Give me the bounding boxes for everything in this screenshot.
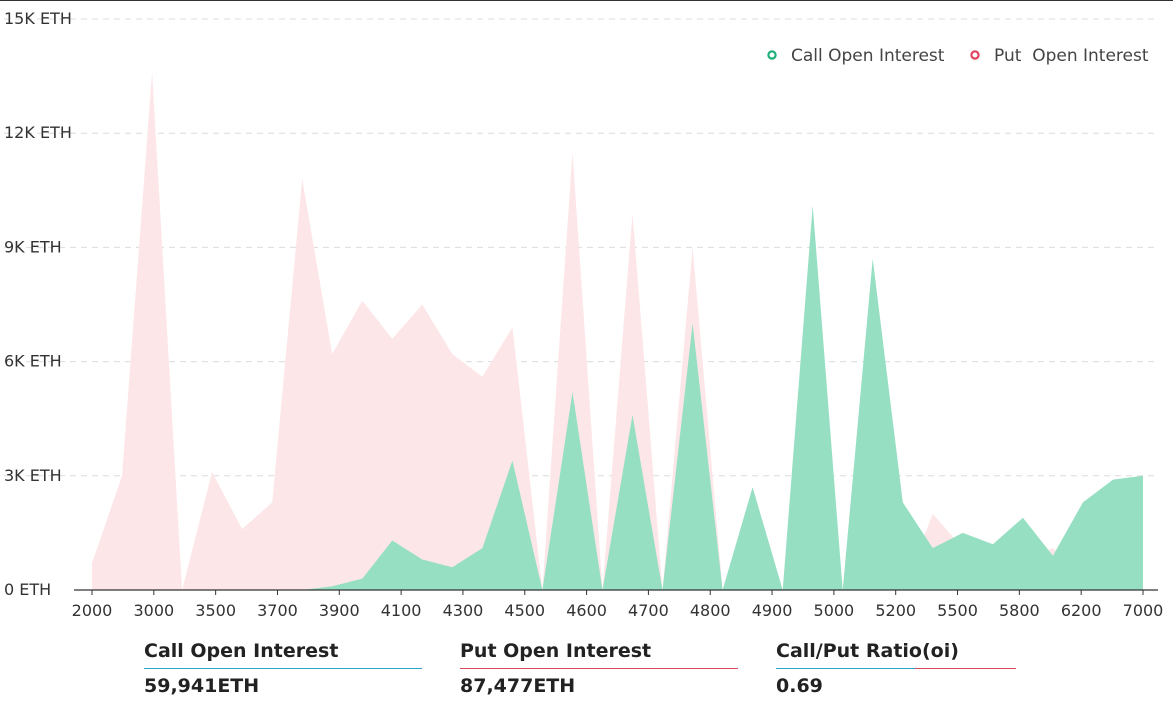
put-oi-underline: [460, 668, 738, 669]
x-tick-label: 5000: [814, 601, 855, 620]
legend-marker-icon: [767, 50, 777, 60]
put-oi-stat: Put Open Interest 87,477ETH: [460, 640, 738, 697]
y-axis: 0 ETH 3K ETH 6K ETH 9K ETH 12K ETH 15K ETH: [4, 9, 72, 599]
x-tick-label: 5200: [875, 601, 916, 620]
x-tick-label: 4900: [752, 601, 793, 620]
x-tick-label: 4800: [690, 601, 731, 620]
series-areas: [91, 72, 1144, 591]
open-interest-chart: 0 ETH 3K ETH 6K ETH 9K ETH 12K ETH 15K ETH 20…: [4, 9, 1164, 620]
x-tick-label: 6200: [1061, 601, 1102, 620]
call-oi-value: 59,941ETH: [144, 675, 260, 697]
x-axis: 2000 3000 3500 3700 3900 4100 4300 4500 4600 4700…: [72, 589, 1164, 620]
x-tick-label: 4500: [504, 601, 545, 620]
y-tick-label: 12K ETH: [4, 123, 72, 142]
call-open-interest-area: [92, 205, 1143, 590]
y-tick-label: 6K ETH: [4, 352, 62, 371]
x-tick-label: 3700: [257, 601, 298, 620]
legend-put-open-interest[interactable]: Put Open Interest: [970, 46, 1149, 66]
y-tick-label: 0 ETH: [4, 580, 51, 599]
top-border: [0, 0, 1173, 1]
legend-call-open-interest[interactable]: Call Open Interest: [767, 46, 945, 66]
y-tick-label: 9K ETH: [4, 237, 62, 256]
x-tick-label: 4600: [566, 601, 607, 620]
ratio-label: Call/Put Ratio(oi): [776, 640, 959, 662]
legend: Call Open Interest Put Open Interest: [767, 46, 1149, 66]
put-oi-label: Put Open Interest: [460, 640, 652, 662]
x-tick-label: 3500: [195, 601, 236, 620]
x-tick-label: 7000: [1123, 601, 1164, 620]
put-oi-value: 87,477ETH: [460, 675, 576, 697]
ratio-underline: [776, 668, 1016, 669]
put-open-interest-area: [92, 72, 1143, 591]
x-tick-label: 5800: [999, 601, 1040, 620]
x-tick-label: 3900: [319, 601, 360, 620]
x-tick-label: 5500: [937, 601, 978, 620]
ratio-value: 0.69: [776, 675, 823, 697]
call-oi-stat: Call Open Interest 59,941ETH: [144, 640, 422, 697]
x-tick-label: 4100: [381, 601, 422, 620]
y-tick-label: 3K ETH: [4, 466, 62, 485]
x-tick-label: 4700: [628, 601, 669, 620]
call-oi-underline: [144, 668, 422, 669]
x-tick-label: 3000: [133, 601, 174, 620]
x-tick-label: 4300: [443, 601, 484, 620]
legend-label: Put Open Interest: [994, 46, 1149, 66]
ratio-stat: Call/Put Ratio(oi) 0.69: [776, 640, 1016, 697]
x-tick-label: 2000: [72, 601, 113, 620]
legend-label: Call Open Interest: [791, 46, 945, 66]
summary-stats: Call Open Interest 59,941ETH Put Open In…: [0, 640, 1173, 710]
call-oi-label: Call Open Interest: [144, 640, 339, 662]
legend-marker-icon: [970, 50, 980, 60]
y-tick-label: 15K ETH: [4, 9, 72, 28]
